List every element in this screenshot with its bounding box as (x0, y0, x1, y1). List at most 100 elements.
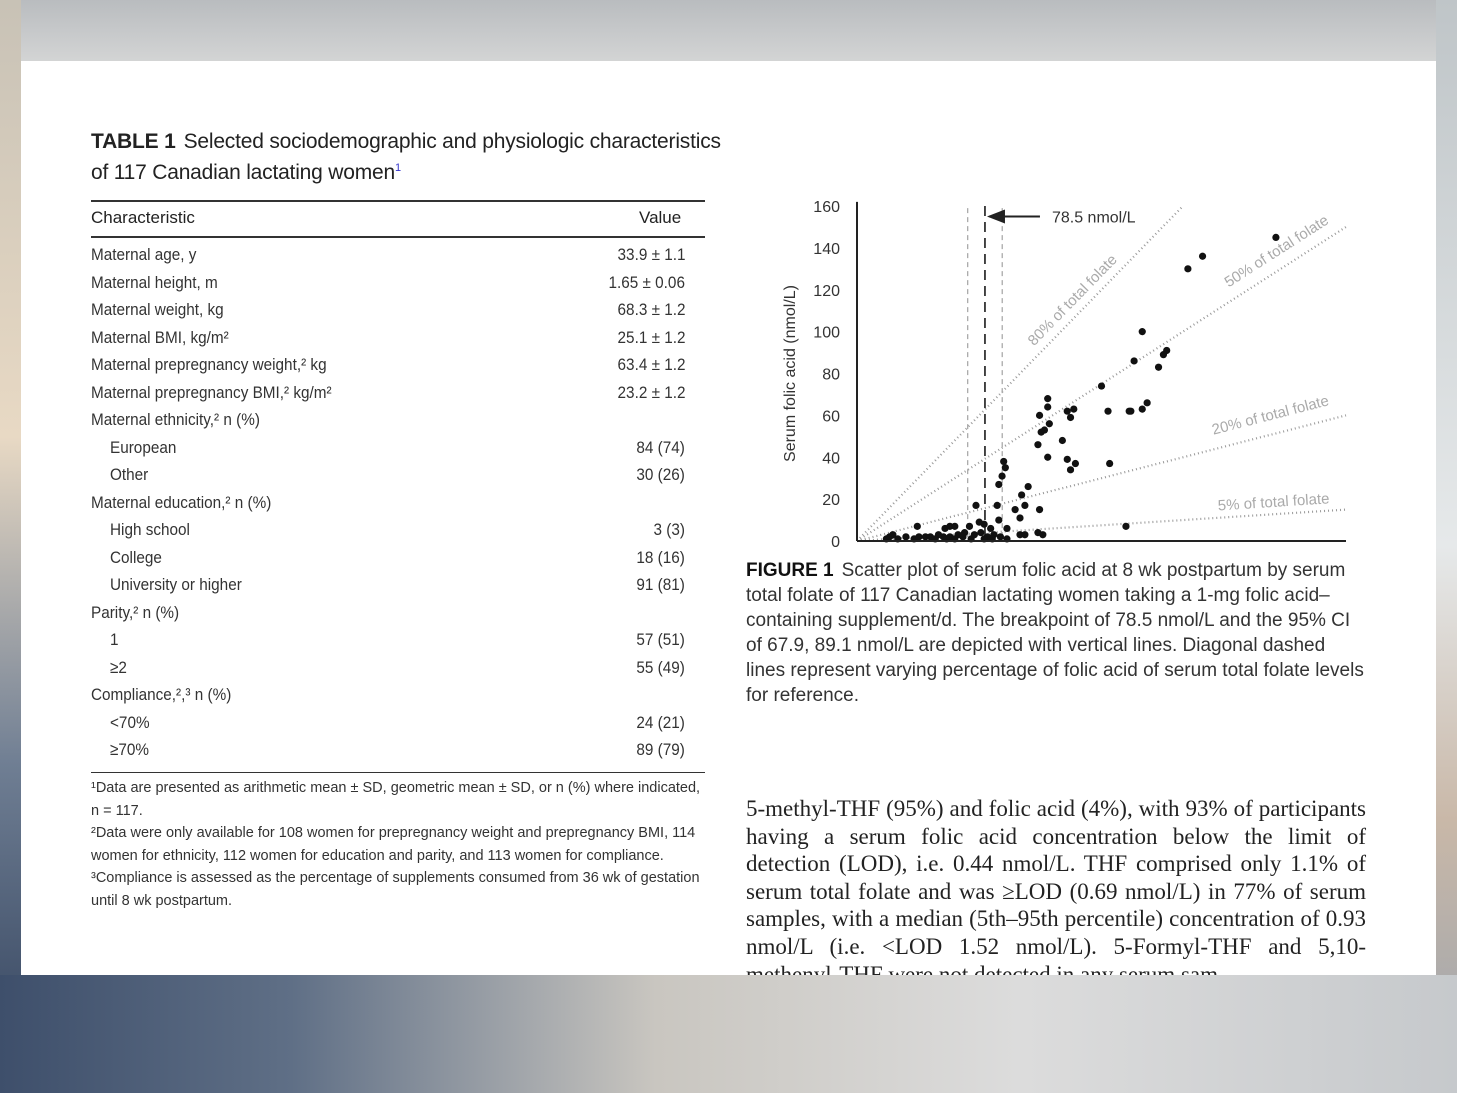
row-value: 1.65 ± 0.06 (608, 272, 685, 292)
reference-line (856, 414, 1347, 543)
table-row: Maternal age, y 33.9 ± 1.1 (91, 245, 705, 272)
table-row: Maternal prepregnancy BMI,² kg/m² 23.2 ± … (91, 383, 705, 410)
y-axis-label: Serum folic acid (nmol/L) (782, 285, 799, 462)
figure-caption-text: Scatter plot of serum folic acid at 8 wk… (746, 560, 1364, 706)
reference-line (856, 206, 1183, 542)
reference-line-label: 5% of total folate (1217, 490, 1330, 514)
data-point (1198, 252, 1207, 260)
data-point (1011, 505, 1019, 514)
row-label: Maternal age, y (91, 245, 197, 264)
data-point (980, 520, 988, 528)
data-point (1063, 455, 1071, 463)
table-row: Maternal prepregnancy weight,² kg 63.4 ± … (91, 355, 705, 382)
data-point (1184, 265, 1192, 273)
row-value: 55 (49) (636, 657, 685, 677)
reference-line (856, 508, 1347, 543)
row-value: 24 (21) (636, 712, 685, 732)
row-label: ≥2 (110, 657, 127, 677)
data-point (1039, 531, 1047, 539)
table-row: ≥70% 89 (79) (91, 740, 705, 767)
table-row: Maternal BMI, kg/m² 25.1 ± 1.2 (91, 328, 705, 355)
arrowhead-icon (986, 209, 1005, 224)
data-point (995, 516, 1003, 524)
row-value: 30 (26) (636, 465, 685, 484)
paper-page: TABLE 1 Selected sociodemographic and phy… (21, 61, 1436, 975)
row-label: Other (110, 465, 149, 484)
data-point (977, 529, 985, 537)
data-point (1044, 395, 1052, 403)
data-point (1138, 405, 1146, 413)
data-point (993, 501, 1001, 510)
y-tick-label: 20 (822, 492, 840, 509)
background-photo-left (0, 0, 21, 1093)
body-paragraph: 5-methyl-THF (95%) and folic acid (4%), … (746, 796, 1366, 975)
data-point (1058, 436, 1066, 445)
data-point (1035, 411, 1044, 419)
data-point (1130, 357, 1138, 365)
data-point (970, 531, 978, 539)
table-row: ≥2 55 (49) (91, 658, 705, 685)
row-value: 57 (51) (636, 630, 685, 649)
row-value: 3 (3) (653, 520, 685, 539)
data-point (995, 480, 1003, 489)
row-value: 68.3 ± 1.2 (617, 300, 685, 319)
data-point (1000, 457, 1008, 466)
row-value: 89 (79) (636, 740, 685, 759)
column-header-characteristic: Characteristic (91, 208, 195, 227)
data-point (1127, 407, 1135, 415)
data-point (1143, 399, 1151, 407)
figure-label: FIGURE 1 (746, 560, 834, 581)
y-tick-label: 140 (813, 241, 840, 258)
data-point (972, 501, 980, 510)
table-title: TABLE 1 Selected sociodemographic and phy… (91, 129, 731, 186)
y-tick-label: 60 (822, 408, 840, 425)
table-row: University or higher 91 (81) (91, 575, 705, 602)
row-value: 25.1 ± 1.2 (617, 327, 685, 347)
table-row: Compliance,²,³ n (%) (91, 685, 705, 712)
table-label: TABLE 1 (91, 130, 176, 153)
row-label: ≥70% (110, 740, 150, 759)
data-point (1035, 505, 1044, 514)
data-point (1044, 403, 1052, 411)
row-label: University or higher (110, 575, 242, 594)
table-row: 1 57 (51) (91, 630, 705, 657)
data-point (1138, 328, 1146, 336)
column-header-value: Value (639, 208, 682, 227)
y-tick-label: 80 (822, 367, 840, 384)
table-row: Maternal education,² n (%) (91, 493, 705, 520)
y-tick-label: 0 (831, 534, 840, 551)
row-label: Maternal BMI, kg/m² (91, 327, 229, 347)
row-label: Maternal prepregnancy BMI,² kg/m² (91, 382, 332, 402)
footnote: ³Compliance is assessed as the percentag… (91, 870, 700, 909)
data-point (1154, 363, 1163, 371)
table-row: Maternal weight, kg 68.3 ± 1.2 (91, 300, 705, 327)
footnote-ref: 1 (394, 162, 401, 174)
row-label: Maternal height, m (91, 272, 218, 292)
data-point (1034, 441, 1042, 449)
table-row: High school 3 (3) (91, 520, 705, 547)
data-point (998, 472, 1006, 480)
table-footnotes: ¹Data are presented as arithmetic mean ±… (91, 777, 711, 913)
row-value: 18 (16) (636, 547, 685, 567)
data-point (1018, 491, 1026, 499)
table-row: Maternal ethnicity,² n (%) (91, 410, 705, 437)
data-point (1122, 522, 1130, 530)
data-point (1106, 459, 1114, 468)
breakpoint-label: 78.5 nmol/L (1052, 209, 1136, 226)
row-label: Compliance,²,³ n (%) (91, 685, 232, 704)
figure-caption: FIGURE 1 Scatter plot of serum folic acid… (746, 558, 1366, 708)
data-point (886, 533, 894, 541)
data-point (965, 522, 974, 530)
data-point (1097, 382, 1106, 390)
data-point (913, 522, 921, 530)
data-point (951, 522, 959, 530)
table-title-text: Selected sociodemographic and physiologi… (91, 130, 721, 184)
row-value: 63.4 ± 1.2 (617, 355, 685, 374)
data-point (1272, 233, 1280, 242)
row-value: 91 (81) (636, 575, 685, 594)
data-point (1001, 464, 1009, 472)
data-point (1021, 531, 1029, 539)
table-row: Maternal height, m 1.65 ± 0.06 (91, 273, 705, 300)
row-label: 1 (110, 630, 119, 649)
row-label: Maternal education,² n (%) (91, 492, 272, 512)
